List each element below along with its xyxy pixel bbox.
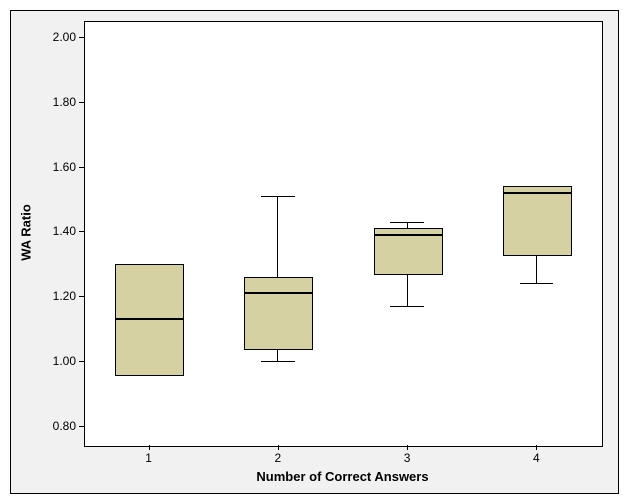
whisker-lower bbox=[536, 254, 537, 283]
chart-frame: WA Ratio Number of Correct Answers 0.80 1… bbox=[10, 10, 619, 494]
x-tick-mark bbox=[407, 445, 408, 450]
whisker-upper bbox=[277, 196, 278, 277]
median-line bbox=[244, 292, 313, 294]
median-line bbox=[115, 318, 184, 320]
boxplot-chart: WA Ratio Number of Correct Answers 0.80 1… bbox=[0, 0, 629, 504]
x-axis-title: Number of Correct Answers bbox=[84, 469, 601, 484]
y-axis-title: WA Ratio bbox=[19, 183, 34, 283]
whisker-upper-cap bbox=[261, 196, 295, 197]
y-tick-label: 1.80 bbox=[36, 95, 76, 109]
y-tick-label: 1.60 bbox=[36, 160, 76, 174]
y-tick-mark bbox=[79, 37, 84, 38]
y-tick-mark bbox=[79, 231, 84, 232]
x-tick-label: 3 bbox=[387, 451, 427, 465]
x-tick-mark bbox=[278, 445, 279, 450]
median-line bbox=[503, 192, 572, 194]
y-tick-label: 1.00 bbox=[36, 354, 76, 368]
median-line bbox=[374, 234, 443, 236]
x-tick-label: 2 bbox=[258, 451, 298, 465]
y-tick-mark bbox=[79, 102, 84, 103]
y-tick-mark bbox=[79, 361, 84, 362]
whisker-lower-cap bbox=[520, 283, 554, 284]
x-tick-mark bbox=[149, 445, 150, 450]
whisker-lower-cap bbox=[390, 306, 424, 307]
y-tick-label: 2.00 bbox=[36, 30, 76, 44]
y-tick-mark bbox=[79, 426, 84, 427]
box bbox=[503, 186, 572, 256]
x-tick-label: 1 bbox=[129, 451, 169, 465]
whisker-upper-cap bbox=[390, 222, 424, 223]
whisker-lower-cap bbox=[261, 361, 295, 362]
x-tick-label: 4 bbox=[516, 451, 556, 465]
y-tick-mark bbox=[79, 167, 84, 168]
y-tick-label: 0.80 bbox=[36, 419, 76, 433]
x-tick-mark bbox=[536, 445, 537, 450]
y-tick-mark bbox=[79, 296, 84, 297]
y-tick-label: 1.20 bbox=[36, 289, 76, 303]
box bbox=[244, 277, 313, 350]
whisker-lower bbox=[407, 273, 408, 305]
y-tick-label: 1.40 bbox=[36, 224, 76, 238]
